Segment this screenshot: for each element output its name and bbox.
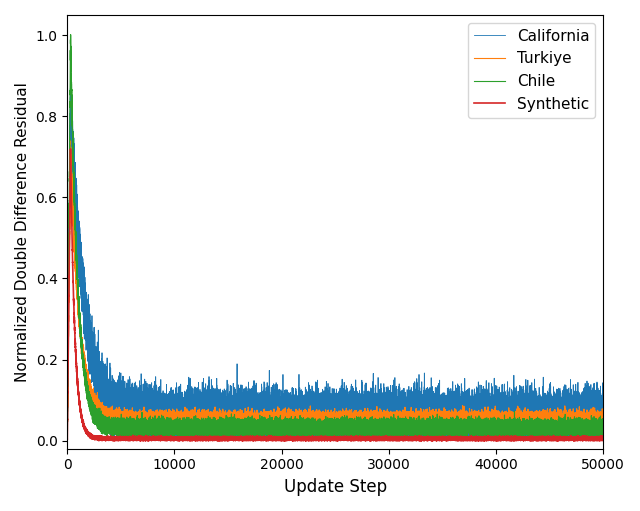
Chile bbox=[599, 429, 607, 435]
Legend: California, Turkiye, Chile, Synthetic: California, Turkiye, Chile, Synthetic bbox=[468, 22, 595, 118]
Turkiye bbox=[506, 414, 513, 421]
Synthetic bbox=[506, 434, 513, 440]
Chile bbox=[374, 423, 381, 429]
California bbox=[67, 74, 75, 80]
California bbox=[159, 419, 166, 425]
Synthetic bbox=[159, 435, 166, 442]
California bbox=[582, 437, 590, 444]
Chile bbox=[63, 437, 71, 444]
Chile bbox=[159, 425, 166, 431]
Turkiye bbox=[159, 415, 166, 421]
Synthetic bbox=[582, 436, 590, 443]
Chile bbox=[200, 425, 207, 431]
California bbox=[200, 406, 207, 412]
Line: Turkiye: Turkiye bbox=[67, 141, 603, 440]
California bbox=[374, 422, 381, 428]
Turkiye bbox=[200, 418, 207, 424]
Chile bbox=[582, 422, 590, 428]
Turkiye bbox=[599, 423, 607, 429]
Synthetic bbox=[599, 436, 607, 443]
Turkiye bbox=[67, 137, 74, 144]
Line: California: California bbox=[67, 77, 603, 440]
Y-axis label: Normalized Double Difference Residual: Normalized Double Difference Residual bbox=[15, 82, 30, 382]
Turkiye bbox=[582, 416, 590, 423]
Synthetic bbox=[374, 436, 381, 442]
California bbox=[424, 410, 432, 416]
Synthetic bbox=[200, 436, 207, 442]
Synthetic bbox=[63, 436, 71, 443]
Chile bbox=[506, 431, 513, 437]
Synthetic bbox=[95, 437, 102, 444]
Turkiye bbox=[63, 437, 71, 444]
Synthetic bbox=[424, 434, 432, 440]
Turkiye bbox=[424, 423, 432, 429]
X-axis label: Update Step: Update Step bbox=[284, 478, 387, 496]
California bbox=[63, 431, 71, 437]
Synthetic bbox=[67, 146, 74, 152]
California bbox=[63, 437, 71, 444]
Chile bbox=[424, 428, 432, 434]
Chile bbox=[67, 32, 74, 38]
California bbox=[506, 410, 513, 416]
Line: Synthetic: Synthetic bbox=[67, 149, 603, 440]
Turkiye bbox=[374, 411, 381, 417]
Chile bbox=[63, 435, 71, 442]
California bbox=[599, 414, 607, 420]
Line: Chile: Chile bbox=[67, 35, 603, 440]
